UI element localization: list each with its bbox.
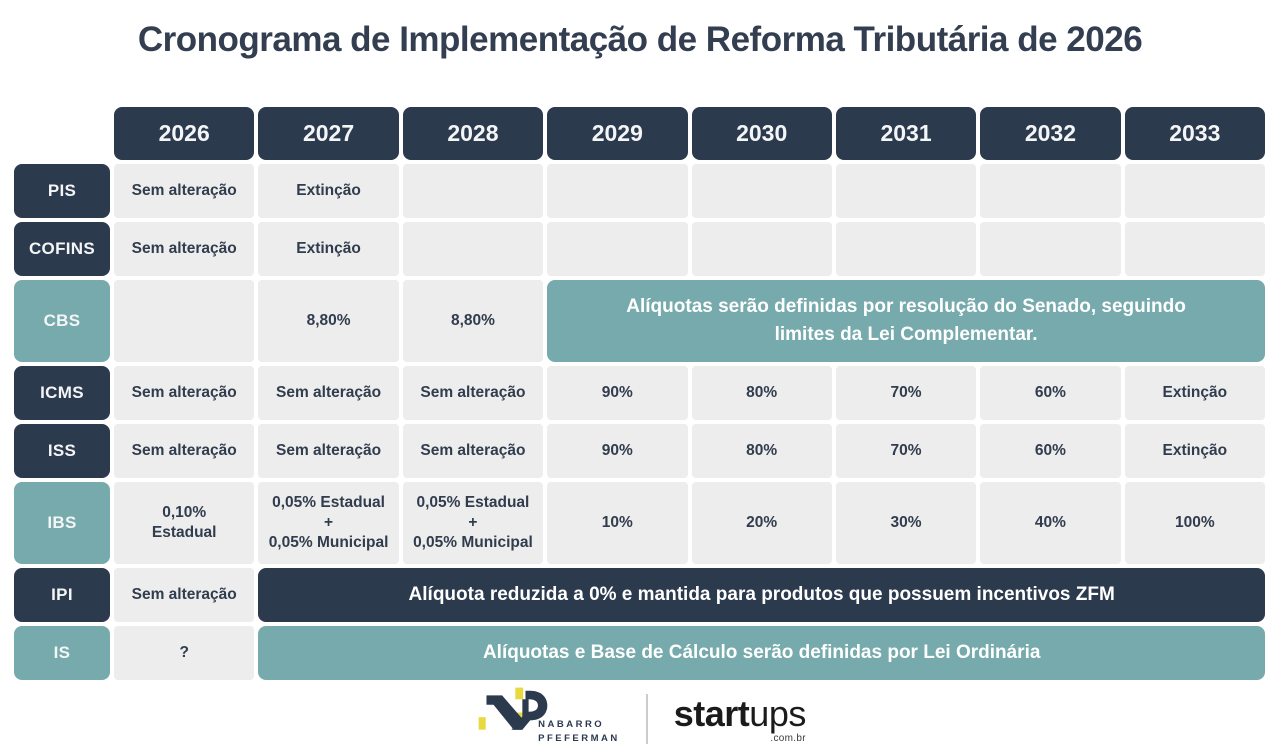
table-cell: Extinção	[1124, 366, 1265, 420]
np-monogram-icon	[474, 686, 552, 744]
table-cell: 8,80%	[258, 280, 399, 362]
table-cell	[402, 222, 544, 276]
page-title: Cronograma de Implementação de Reforma T…	[137, 20, 1143, 59]
table-cell: Extinção	[1124, 424, 1265, 478]
year-header-2032: 2032	[980, 107, 1121, 160]
startups-domain-suffix: .com.br	[770, 733, 806, 744]
table-cell: 100%	[1124, 482, 1265, 564]
row-label-pis: PIS	[14, 164, 110, 218]
table-cell: 70%	[835, 424, 977, 478]
table-cell: 0,05% Estadual + 0,05% Municipal	[258, 482, 399, 564]
row-label-cbs: CBS	[14, 280, 110, 362]
year-header-2033: 2033	[1124, 107, 1265, 160]
table-cell	[980, 222, 1121, 276]
table-cell: Sem alteração	[114, 222, 255, 276]
table-cell: ?	[114, 626, 255, 680]
table-cell: Extinção	[258, 164, 399, 218]
corner-spacer	[14, 107, 110, 160]
table-cell: Sem alteração	[114, 366, 255, 420]
table-cell: Sem alteração	[114, 568, 255, 622]
table-cell	[691, 222, 832, 276]
nabarro-pfeferman-logo: NABARRO PFEFERMAN ADV M&A E TECH	[474, 686, 620, 744]
table-cell	[691, 164, 832, 218]
table-cell	[402, 164, 544, 218]
row-label-ipi: IPI	[14, 568, 110, 622]
row-label-ibs: IBS	[14, 482, 110, 564]
table-cell: 90%	[547, 424, 688, 478]
startups-logo: startups .com.br	[673, 693, 807, 744]
table-cell: 40%	[980, 482, 1121, 564]
table-cell: 0,05% Estadual + 0,05% Municipal	[402, 482, 544, 564]
table-cell: 20%	[691, 482, 832, 564]
year-header-2030: 2030	[691, 107, 832, 160]
firm-name-line1: NABARRO	[538, 718, 605, 730]
table-cell: 80%	[691, 366, 832, 420]
merged-cell-cbs-note: Alíquotas serão definidas por resolução …	[547, 280, 1265, 362]
year-header-2029: 2029	[547, 107, 688, 160]
year-header-2028: 2028	[402, 107, 544, 160]
row-label-icms: ICMS	[14, 366, 110, 420]
table-cell: Sem alteração	[114, 164, 255, 218]
table-cell: 60%	[980, 366, 1121, 420]
table-cell	[835, 222, 977, 276]
year-header-2027: 2027	[258, 107, 399, 160]
table-cell: Extinção	[258, 222, 399, 276]
table-cell: 90%	[547, 366, 688, 420]
table-cell: Sem alteração	[258, 366, 399, 420]
table-cell: 10%	[547, 482, 688, 564]
merged-cell-ipi-note: Alíquota reduzida a 0% e mantida para pr…	[258, 568, 1265, 622]
table-cell: 0,10% Estadual	[114, 482, 255, 564]
table-cell	[547, 222, 688, 276]
row-label-is: IS	[14, 626, 110, 680]
table-cell: 60%	[980, 424, 1121, 478]
table-cell: Sem alteração	[402, 366, 544, 420]
table-cell	[547, 164, 688, 218]
footer: NABARRO PFEFERMAN ADV M&A E TECH startup…	[0, 684, 1280, 744]
nabarro-pfeferman-wordmark: NABARRO PFEFERMAN ADV M&A E TECH	[538, 718, 620, 744]
startups-wordmark-light: ups	[749, 693, 806, 734]
table-cell: Sem alteração	[258, 424, 399, 478]
table-cell: Sem alteração	[114, 424, 255, 478]
merged-cell-is-note: Alíquotas e Base de Cálculo serão defini…	[258, 626, 1265, 680]
firm-name-line2: PFEFERMAN	[538, 732, 620, 744]
year-header-2026: 2026	[114, 107, 255, 160]
startups-wordmark-bold: start	[673, 693, 750, 734]
table-cell: 8,80%	[402, 280, 544, 362]
year-header-2031: 2031	[835, 107, 977, 160]
table-cell: 80%	[691, 424, 832, 478]
table-cell	[980, 164, 1121, 218]
startups-wordmark: startups	[673, 693, 807, 734]
table-cell: 30%	[835, 482, 977, 564]
table-cell	[1124, 164, 1265, 218]
schedule-table: 2026 2027 2028 2029 2030 2031 2032 2033 …	[14, 107, 1265, 680]
table-cell	[114, 280, 255, 362]
table-cell	[835, 164, 977, 218]
row-label-cofins: COFINS	[14, 222, 110, 276]
table-cell: 70%	[835, 366, 977, 420]
table-cell: Sem alteração	[402, 424, 544, 478]
footer-divider	[645, 694, 648, 744]
row-label-iss: ISS	[14, 424, 110, 478]
table-cell	[1124, 222, 1265, 276]
